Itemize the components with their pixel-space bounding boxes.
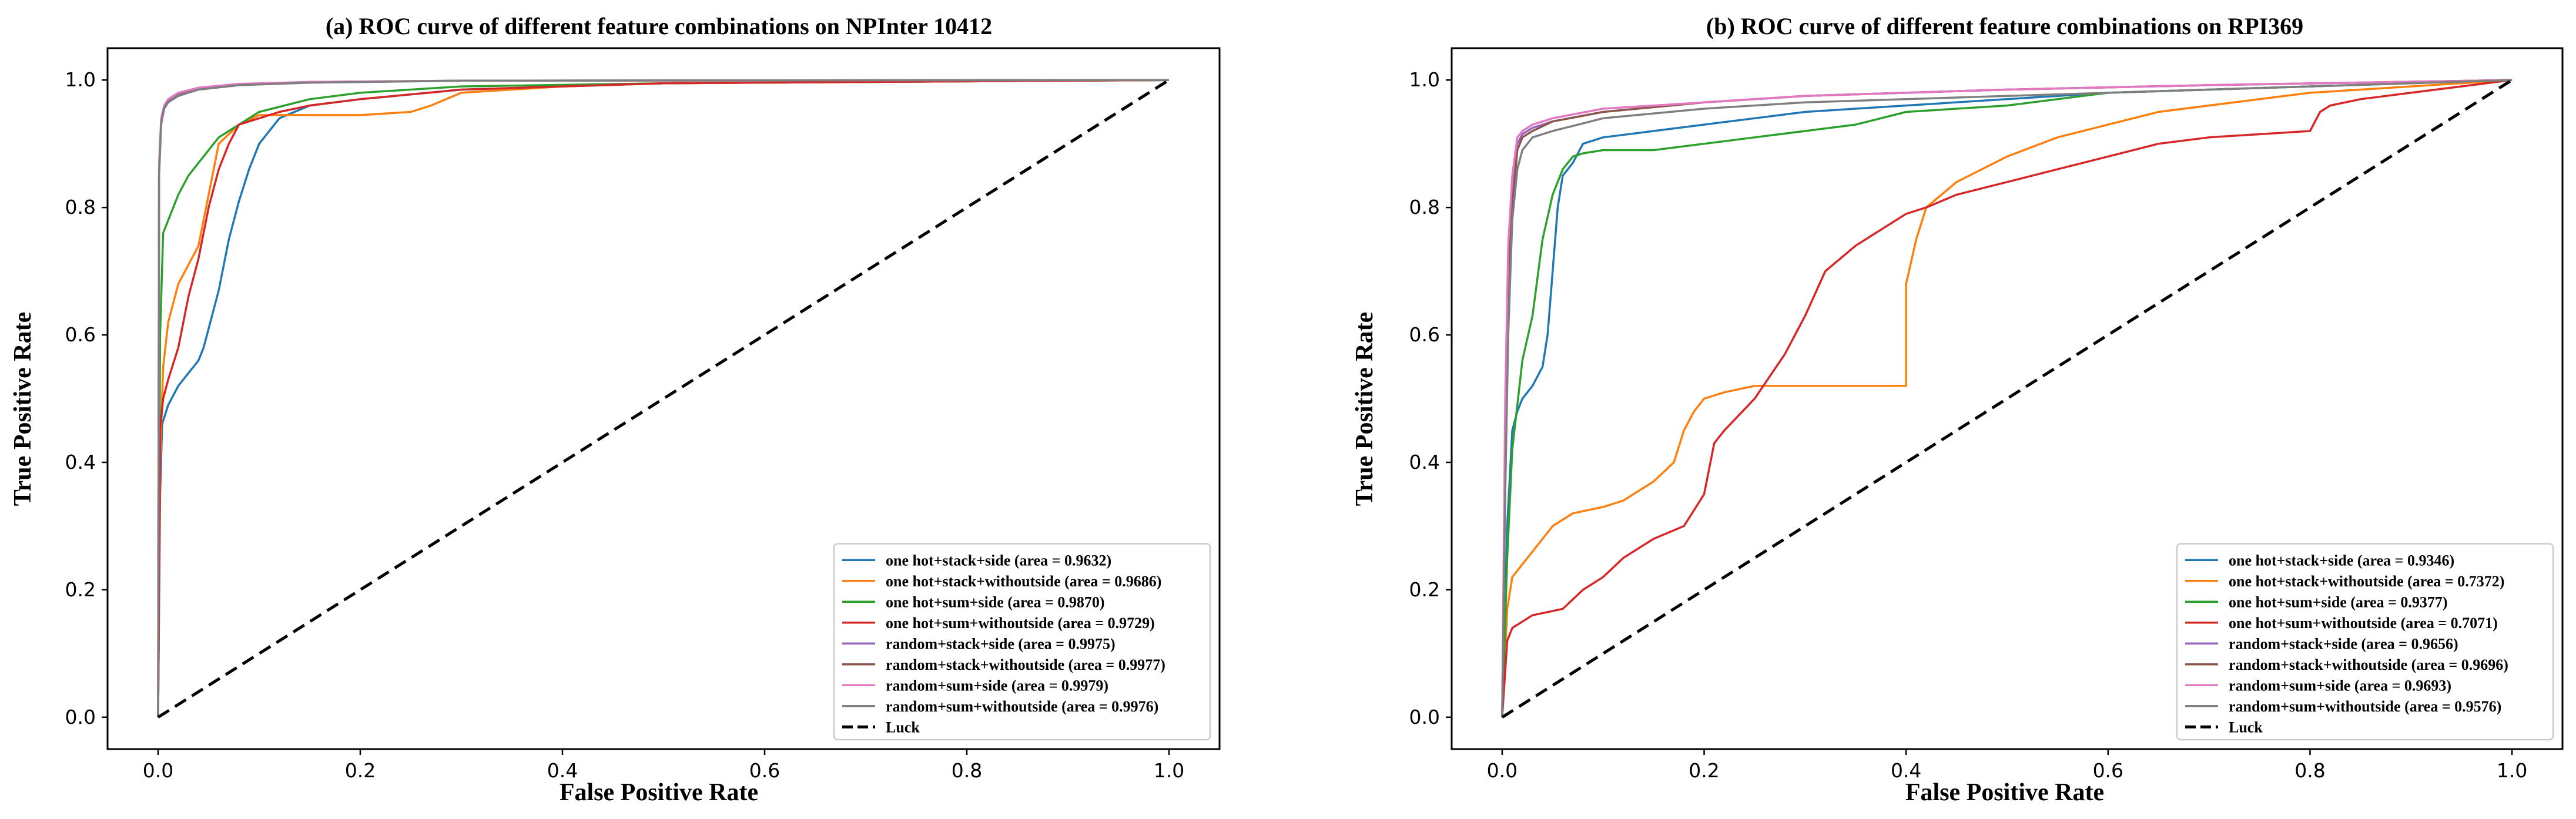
- axis-ticks: 0.0 0.2 0.4 0.6 0.8 1.0 0.0 0.2 0.4 0.6 0.8 1.0: [65, 68, 1185, 782]
- roc-curve: [1501, 79, 2513, 717]
- legend-box: [833, 543, 1211, 741]
- y-tick-label: 0.2: [65, 578, 96, 601]
- legend-label: random+sum+side (area = 0.9693): [2229, 677, 2451, 694]
- x-axis-label: False Positive Rate: [1905, 779, 2104, 806]
- legend-label: one hot+sum+side (area = 0.9377): [2229, 593, 2448, 610]
- y-tick-label: 0.0: [65, 706, 96, 729]
- legend-label: one hot+stack+withoutside (area = 0.9686…: [886, 573, 1161, 590]
- roc-curve: [1501, 79, 2513, 717]
- x-tick-label: 0.4: [547, 759, 578, 782]
- x-tick-label: 0.0: [143, 759, 173, 782]
- legend-label: random+stack+side (area = 0.9656): [2229, 635, 2458, 652]
- legend-label: random+sum+side (area = 0.9979): [886, 677, 1108, 694]
- roc-curve: [157, 79, 1170, 717]
- y-tick-label: 0.2: [1409, 578, 1440, 601]
- legend-label: one hot+sum+withoutside (area = 0.9729): [886, 615, 1155, 632]
- x-tick-label: 1.0: [2497, 759, 2527, 782]
- y-axis-label: True Positive Rate: [9, 312, 36, 506]
- chart-title: (b) ROC curve of different feature combi…: [1706, 13, 2303, 39]
- legend-label: Luck: [2229, 719, 2263, 736]
- legend: one hot+stack+side (area = 0.9632) one ho…: [833, 543, 1211, 741]
- series-lines: [157, 79, 1170, 719]
- roc-curve: [1501, 79, 2513, 717]
- y-axis-label: True Positive Rate: [1351, 312, 1378, 506]
- x-tick-label: 0.8: [2294, 759, 2325, 782]
- chart-panel-b: (b) ROC curve of different feature combi…: [1351, 13, 2564, 806]
- x-tick-label: 0.0: [1487, 759, 1518, 782]
- legend-label: one hot+stack+withoutside (area = 0.7372…: [2229, 573, 2504, 590]
- legend-label: one hot+stack+side (area = 0.9632): [886, 552, 1111, 569]
- legend-label: random+stack+withoutside (area = 0.9977): [886, 656, 1165, 673]
- chart-title: (a) ROC curve of different feature combi…: [326, 13, 992, 39]
- roc-curve: [1501, 79, 2513, 717]
- y-tick-label: 0.4: [1409, 451, 1440, 474]
- roc-curve: [157, 79, 1170, 717]
- legend-label: random+stack+withoutside (area = 0.9696): [2229, 656, 2508, 673]
- legend-box: [2176, 543, 2554, 741]
- y-tick-label: 1.0: [65, 68, 96, 91]
- y-tick-label: 0.8: [65, 196, 96, 219]
- plot-frame: [1451, 47, 2564, 750]
- y-tick-label: 0.0: [1409, 706, 1440, 729]
- legend-label: Luck: [886, 719, 920, 736]
- legend-label: one hot+sum+side (area = 0.9870): [886, 593, 1105, 610]
- legend-label: random+stack+side (area = 0.9975): [886, 635, 1116, 652]
- roc-curve: [157, 79, 1170, 717]
- legend-label: one hot+stack+side (area = 0.9346): [2229, 552, 2454, 569]
- axis-ticks: 0.0 0.2 0.4 0.6 0.8 1.0 0.0 0.2 0.4 0.6 0.8 1.0: [1409, 68, 2528, 782]
- legend-label: random+sum+withoutside (area = 0.9576): [2229, 698, 2501, 715]
- x-tick-label: 0.2: [345, 759, 376, 782]
- legend-label: random+sum+withoutside (area = 0.9976): [886, 698, 1158, 715]
- roc-curve: [157, 79, 1170, 717]
- legend: one hot+stack+side (area = 0.9346) one ho…: [2176, 543, 2554, 741]
- roc-curve: [1501, 79, 2513, 717]
- y-tick-label: 0.4: [65, 451, 96, 474]
- x-tick-label: 1.0: [1154, 759, 1184, 782]
- roc-curve: [1501, 79, 2513, 717]
- plot-frame: [106, 47, 1221, 750]
- series-lines: [1501, 79, 2513, 719]
- y-tick-label: 0.8: [1409, 196, 1440, 219]
- x-tick-label: 0.6: [2093, 759, 2123, 782]
- x-tick-label: 0.6: [749, 759, 780, 782]
- legend-label: one hot+sum+withoutside (area = 0.7071): [2229, 615, 2498, 632]
- y-tick-label: 1.0: [1409, 68, 1440, 91]
- x-axis-label: False Positive Rate: [560, 779, 758, 806]
- x-tick-label: 0.2: [1689, 759, 1719, 782]
- chart-panel-a: (a) ROC curve of different feature combi…: [9, 13, 1221, 806]
- x-tick-label: 0.8: [952, 759, 982, 782]
- y-tick-label: 0.6: [1409, 323, 1440, 346]
- y-tick-label: 0.6: [65, 323, 96, 346]
- x-tick-label: 0.4: [1891, 759, 1921, 782]
